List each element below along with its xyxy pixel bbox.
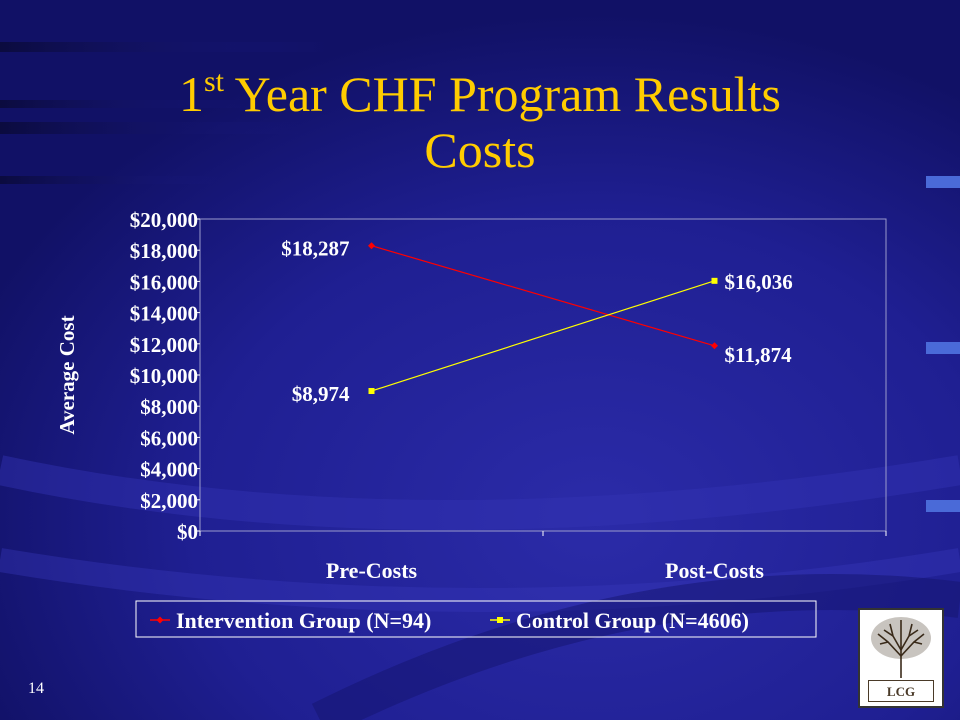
- y-axis-title: Average Cost: [55, 315, 79, 434]
- data-label: $18,287: [281, 237, 349, 261]
- legend-label: Control Group (N=4606): [516, 608, 749, 633]
- legend-swatch-marker: [156, 616, 164, 624]
- legend-swatch-marker: [497, 617, 503, 623]
- data-point: [711, 342, 718, 350]
- y-tick-label: $4,000: [140, 458, 198, 482]
- legend-label: Intervention Group (N=94): [176, 608, 431, 633]
- title-prefix: 1: [179, 66, 204, 122]
- y-tick-label: $2,000: [140, 489, 198, 513]
- slide-number: 14: [28, 680, 44, 697]
- series-line: [371, 280, 715, 392]
- x-tick-label: Post-Costs: [665, 558, 764, 583]
- data-label: $8,974: [292, 382, 350, 406]
- company-logo: LCG: [858, 608, 944, 708]
- y-tick-label: $20,000: [130, 208, 198, 232]
- data-label: $11,874: [725, 343, 793, 367]
- plot-area: [199, 218, 887, 532]
- logo-frame: [868, 680, 934, 702]
- data-point: [368, 388, 375, 395]
- y-tick-label: $12,000: [130, 333, 198, 357]
- y-tick-label: $16,000: [130, 270, 198, 294]
- y-tick-label: $8,000: [140, 395, 198, 419]
- data-label: $16,036: [725, 270, 793, 294]
- title-line2: Costs: [424, 122, 536, 178]
- data-point: [711, 277, 718, 284]
- legend-box: [135, 600, 817, 638]
- series-line: [371, 245, 715, 347]
- tree-icon: [871, 617, 931, 678]
- y-tick-label: $6,000: [140, 426, 198, 450]
- title-sup: st: [204, 65, 225, 98]
- logo-text: LCG: [886, 684, 916, 699]
- data-point: [368, 242, 375, 250]
- right-edge-tabs: [926, 176, 960, 512]
- slide-title: 1st Year CHF Program Results Costs: [0, 66, 960, 178]
- title-line1: Year CHF Program Results: [224, 66, 781, 122]
- y-tick-label: $14,000: [130, 302, 198, 326]
- y-tick-label: $18,000: [130, 239, 198, 263]
- y-tick-label: $10,000: [130, 364, 198, 388]
- x-tick-label: Pre-Costs: [326, 558, 418, 583]
- y-tick-label: $0: [177, 520, 198, 544]
